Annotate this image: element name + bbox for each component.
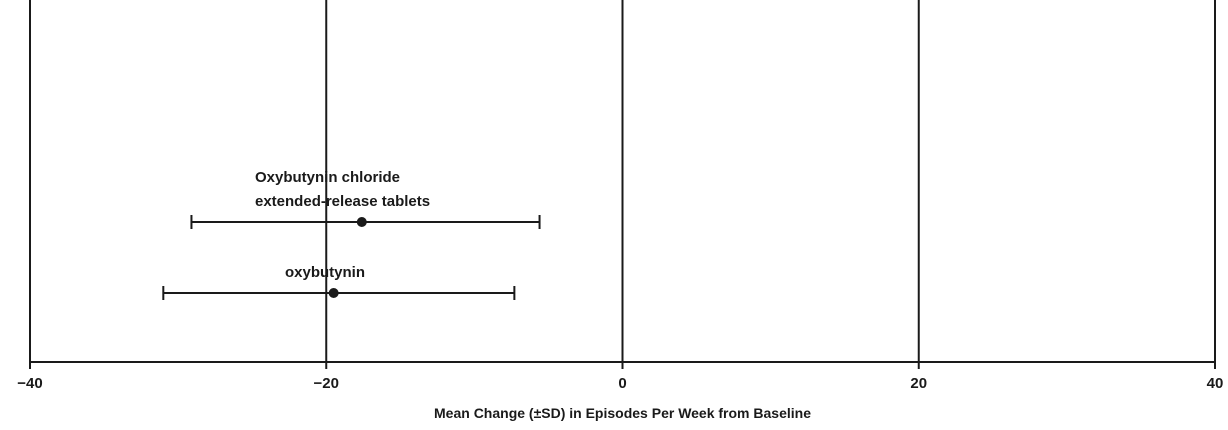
x-tick-label: 40 xyxy=(1207,375,1224,392)
series-group: Oxybutynin chloride extended-release tabl… xyxy=(162,169,541,300)
x-tick-labels: −40 −20 0 20 40 xyxy=(17,362,1223,392)
series-label: extended-release tablets xyxy=(255,193,430,210)
series-label: Oxybutynin chloride xyxy=(255,169,400,186)
x-tick-label: −20 xyxy=(314,375,339,392)
mean-point xyxy=(356,217,367,227)
series-label: oxybutynin xyxy=(285,264,365,281)
x-tick-label: −40 xyxy=(17,375,42,392)
x-tick-label: 0 xyxy=(618,375,626,392)
series-row: Oxybutynin chloride extended-release tabl… xyxy=(190,169,541,229)
x-tick-label: 20 xyxy=(910,375,927,392)
series-row: oxybutynin xyxy=(162,264,516,300)
gridlines xyxy=(29,0,1216,362)
mean-point xyxy=(328,288,339,298)
x-axis-title: Mean Change (±SD) in Episodes Per Week f… xyxy=(434,405,811,421)
